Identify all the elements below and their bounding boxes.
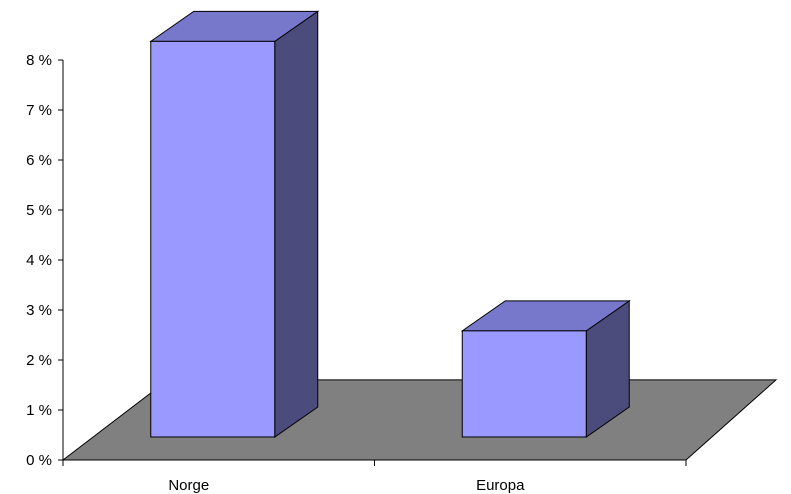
y-tick-label: 7 % (26, 102, 52, 119)
bar-side-face (274, 10, 319, 438)
y-axis-ticks: 0 % 1 % 2 % 3 % 4 % 5 % 6 % 7 % 8 % (26, 52, 63, 469)
x-category-label: Norge (168, 477, 209, 494)
x-axis-ticks: Norge Europa (62, 460, 687, 494)
y-tick-label: 6 % (26, 152, 52, 169)
bars (149, 10, 631, 438)
y-tick-label: 1 % (26, 402, 52, 419)
bar-front-face (150, 40, 276, 438)
bar-front-face (461, 330, 587, 438)
y-tick-label: 4 % (26, 252, 52, 269)
y-tick-label: 5 % (26, 202, 52, 219)
x-category-label: Europa (476, 477, 525, 494)
bar-norge (149, 10, 320, 438)
bar-europa (460, 299, 631, 438)
y-tick-label: 8 % (26, 52, 52, 69)
y-tick-label: 0 % (26, 452, 52, 469)
y-tick-label: 2 % (26, 352, 52, 369)
y-tick-label: 3 % (26, 302, 52, 319)
